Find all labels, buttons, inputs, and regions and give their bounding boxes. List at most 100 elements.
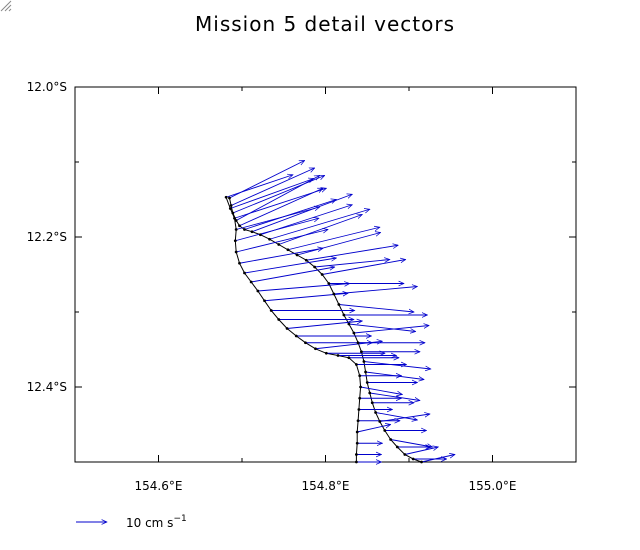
track-point — [233, 239, 237, 243]
legend-label-sup: −1 — [173, 514, 186, 524]
track-point — [250, 230, 254, 234]
track-point — [364, 370, 367, 374]
track-point — [295, 253, 299, 257]
track-point — [383, 429, 387, 432]
track-point — [332, 292, 336, 296]
track-point — [224, 195, 228, 199]
velocity-vector — [287, 321, 362, 329]
track-point — [355, 430, 359, 434]
track-point — [304, 341, 307, 345]
track-point — [277, 243, 281, 246]
track-point — [347, 356, 351, 360]
velocity-vector — [421, 455, 455, 463]
velocity-vector — [306, 245, 398, 261]
track-point — [229, 204, 233, 207]
track-points — [224, 195, 423, 464]
y-tick-label: 12.2°S — [27, 230, 67, 244]
track-point — [411, 457, 415, 461]
track-point — [234, 250, 238, 254]
velocity-vector — [369, 392, 420, 401]
resize-grip-icon[interactable] — [0, 0, 12, 12]
track-point — [285, 327, 289, 330]
velocity-vector — [230, 179, 314, 209]
track-point — [355, 441, 359, 445]
plot-frame — [74, 86, 577, 463]
velocity-vector — [315, 341, 382, 350]
track-point — [360, 350, 363, 354]
track-point — [277, 318, 281, 321]
track-point — [320, 273, 324, 276]
x-tick-label: 155.0°E — [469, 479, 517, 493]
velocity-vector — [375, 412, 418, 421]
track-point — [337, 303, 341, 306]
track-point — [358, 374, 362, 378]
track-point — [389, 438, 393, 441]
track-point — [327, 282, 331, 285]
x-tick-label: 154.6°E — [135, 479, 183, 493]
velocity-vector — [269, 209, 370, 240]
x-tick-label: 154.8°E — [302, 479, 350, 493]
velocity-vector — [239, 187, 323, 227]
track-point — [304, 258, 308, 262]
track-point — [362, 360, 366, 363]
velocity-vector — [363, 361, 431, 370]
track-point — [378, 420, 382, 423]
track-point — [374, 411, 377, 414]
track-point — [228, 196, 231, 200]
velocity-vector — [360, 386, 403, 395]
velocity-vector — [287, 227, 380, 251]
track-point — [342, 313, 346, 317]
track-point — [256, 289, 260, 293]
track-point — [263, 299, 266, 303]
track-point — [243, 228, 246, 231]
velocity-vector — [333, 287, 418, 295]
track-point — [249, 280, 253, 284]
velocity-vector — [314, 260, 390, 268]
track-point — [336, 354, 340, 357]
track-point — [268, 237, 271, 241]
velocity-vector — [244, 258, 337, 274]
track-point — [365, 381, 369, 384]
velocity-vector — [230, 167, 314, 206]
track-point — [359, 385, 362, 389]
velocity-vector — [239, 248, 323, 264]
track-point — [228, 207, 232, 210]
track-point — [357, 408, 361, 411]
velocity-vector — [348, 323, 416, 332]
track-point — [395, 445, 399, 449]
track-line — [229, 197, 422, 463]
track-lines — [225, 197, 422, 463]
velocity-vector — [357, 425, 390, 433]
velocity-vector — [404, 447, 438, 455]
track-point — [269, 309, 273, 312]
track-line — [225, 197, 362, 462]
track-point — [314, 347, 317, 351]
velocity-vector — [278, 215, 363, 245]
velocity-vector — [251, 194, 352, 233]
track-point — [286, 248, 290, 252]
velocity-vector — [251, 267, 335, 283]
track-point — [370, 401, 374, 405]
track-point — [233, 216, 236, 220]
y-tick-label: 12.4°S — [27, 380, 67, 394]
legend-label-main: 10 cm s — [126, 516, 173, 530]
track-point — [354, 453, 358, 456]
track-point — [294, 334, 298, 338]
track-point — [231, 211, 235, 215]
track-point — [313, 265, 317, 269]
velocity-vector — [338, 304, 414, 313]
track-point — [354, 363, 358, 366]
track-point — [352, 331, 356, 335]
track-point — [258, 233, 262, 237]
track-point — [420, 460, 423, 464]
track-point — [234, 228, 238, 231]
chart-title: Mission 5 detail vectors — [195, 12, 455, 36]
legend-label: 10 cm s−1 — [126, 514, 187, 530]
velocity-vector — [236, 207, 320, 230]
velocity-vector — [235, 218, 319, 242]
track-point — [238, 261, 241, 265]
velocity-vectors — [225, 160, 455, 463]
velocity-vector — [296, 233, 381, 256]
y-tick-label: 12.0°S — [27, 80, 67, 94]
